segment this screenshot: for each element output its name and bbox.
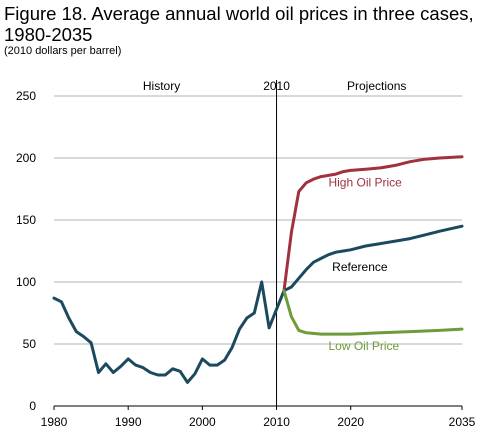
series-label-high-oil-price: High Oil Price [328,176,402,190]
y-tick-label-0: 0 [29,399,36,413]
series-line-history [52,280,286,384]
chart-subtitle: (2010 dollars per barrel) [4,45,122,57]
history-label: History [143,79,180,93]
split-year-label: 2010 [263,79,290,93]
x-tick-label-1990: 1990 [115,415,142,429]
x-tick-label-2010: 2010 [263,415,290,429]
series-line-reference [282,224,464,293]
y-tick-label-200: 200 [16,151,36,165]
y-tick-label-150: 150 [16,213,36,227]
y-tick-label-50: 50 [23,337,37,351]
series-line-high-oil-price [282,155,464,293]
series-label-reference: Reference [332,260,388,274]
x-tick-label-2020: 2020 [337,415,364,429]
x-tick-label-1980: 1980 [41,415,68,429]
y-tick-label-250: 250 [16,89,36,103]
series-label-low-oil-price: Low Oil Price [328,339,399,353]
projections-label: Projections [347,79,406,93]
page-title: Figure 18. Average annual world oil pric… [4,3,474,45]
series-line-low-oil-price [282,289,464,336]
x-tick-label-2035: 2035 [449,415,476,429]
y-tick-label-100: 100 [16,275,36,289]
x-tick-label-2000: 2000 [189,415,216,429]
